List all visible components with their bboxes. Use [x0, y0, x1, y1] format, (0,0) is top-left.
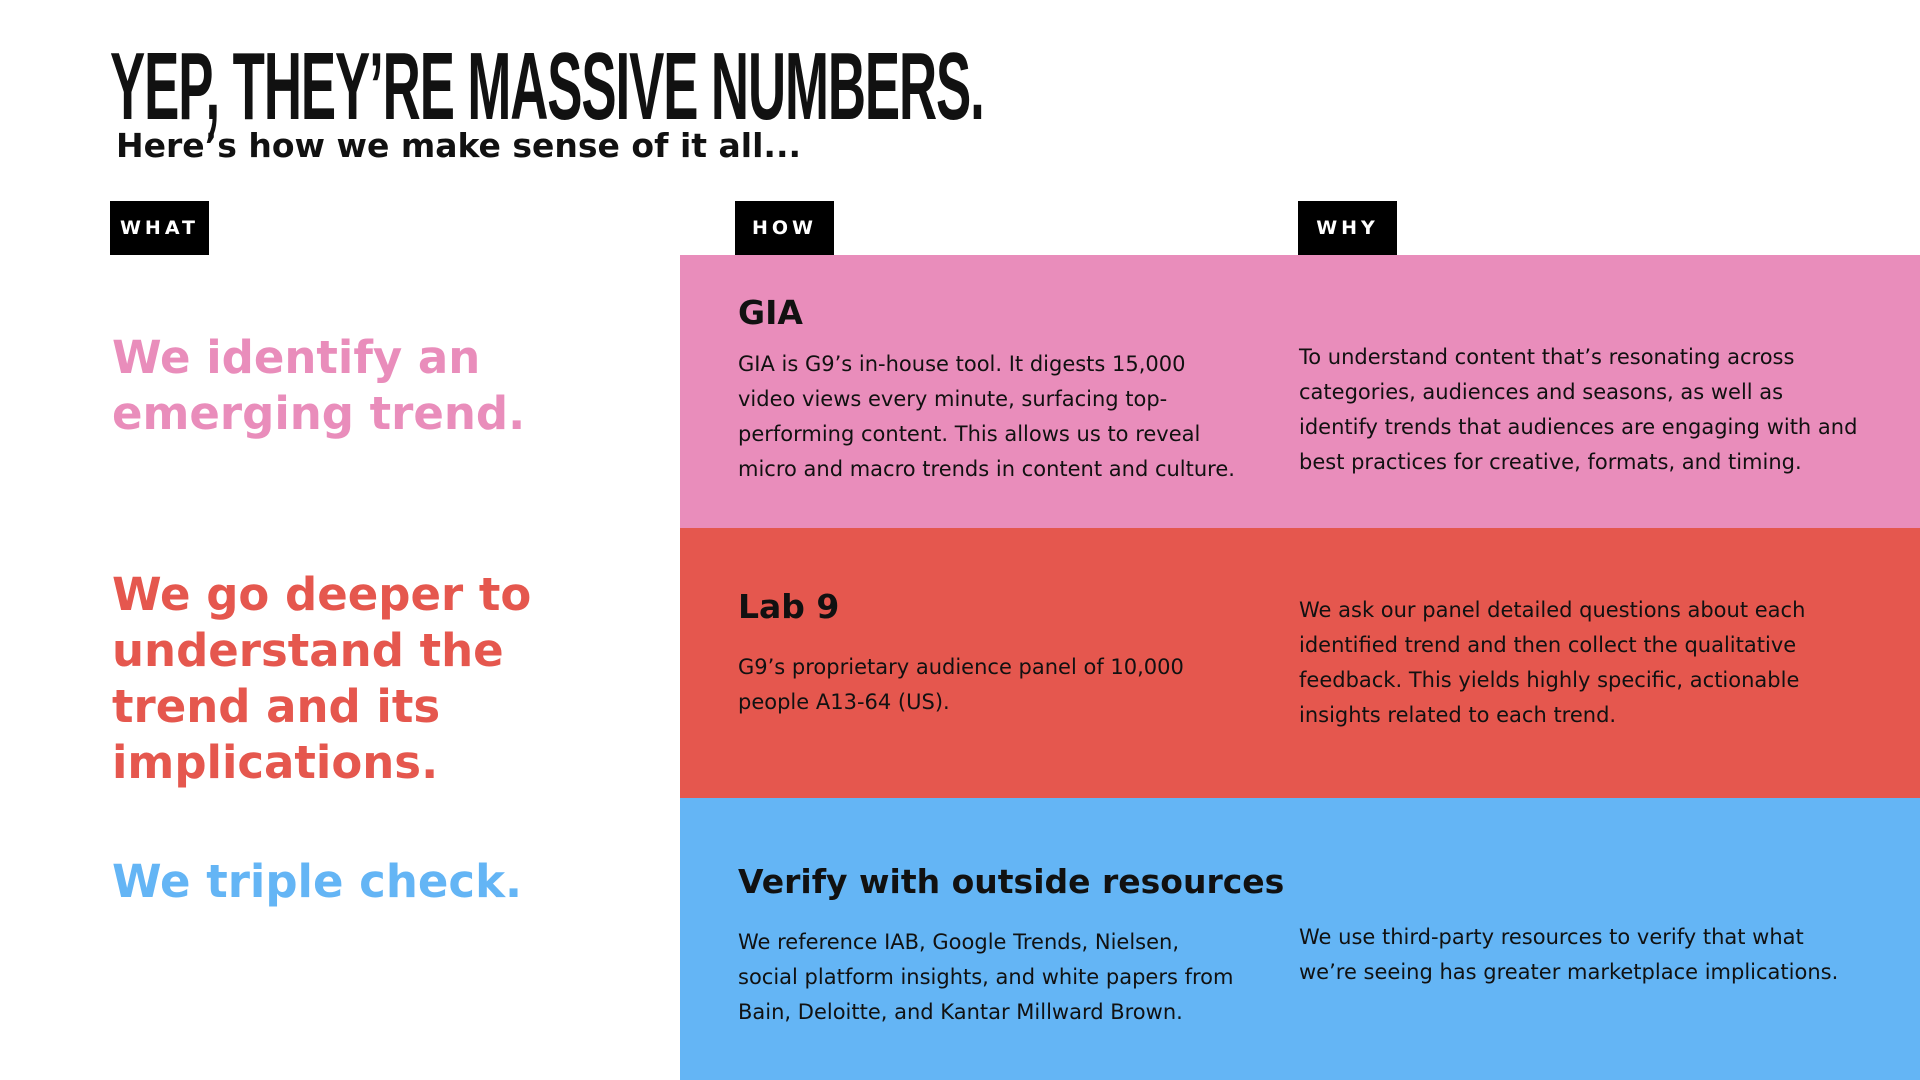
why-text: We ask our panel detailed questions abou…: [1299, 598, 1806, 727]
column-tag: WHY: [1298, 201, 1397, 255]
column-tag: WHAT: [110, 201, 209, 255]
subtitle: Here’s how we make sense of it all...: [116, 126, 802, 165]
how-text: We reference IAB, Google Trends, Nielsen…: [738, 930, 1234, 1024]
row-band: [680, 255, 1920, 528]
why-text: We use third-party resources to verify t…: [1299, 925, 1839, 984]
how-title: Lab 9: [738, 587, 840, 626]
what-text: We identify an emerging trend.: [112, 331, 526, 440]
how-title: Verify with outside resources: [738, 862, 1285, 901]
how-text: G9’s proprietary audience panel of 10,00…: [738, 655, 1184, 714]
how-text: GIA is G9’s in-house tool. It digests 15…: [738, 352, 1235, 481]
column-tag: HOW: [735, 201, 834, 255]
row-band: [680, 798, 1920, 1080]
title: YEP, THEY’RE MASSIVE NUMBERS.: [110, 33, 985, 140]
how-title: GIA: [738, 293, 803, 332]
what-text: We go deeper to understand the trend and…: [112, 568, 532, 789]
why-text: To understand content that’s resonating …: [1299, 345, 1858, 474]
row-band: [680, 528, 1920, 798]
what-text: We triple check.: [112, 855, 523, 908]
